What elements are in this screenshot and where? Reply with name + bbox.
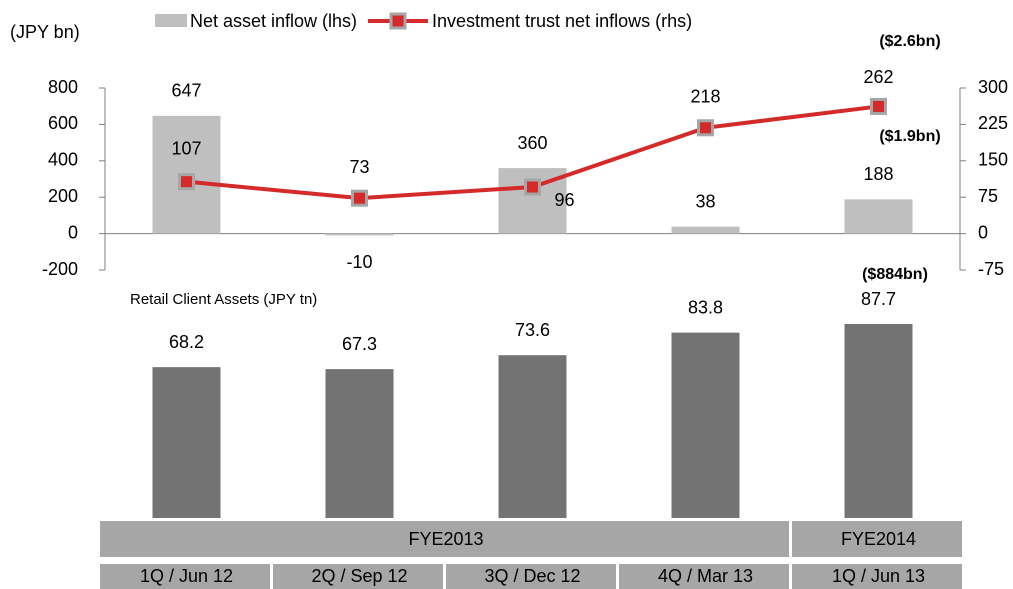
bar [671,226,740,234]
data-label: 96 [554,190,574,210]
legend-swatch [155,14,187,27]
legend-label: Investment trust net inflows (rhs) [432,11,692,31]
y2-tick-label: 0 [978,222,988,242]
y2-tick-label: -75 [978,259,1004,279]
y-tick-label: 200 [48,186,78,206]
legend-label: Net asset inflow (lhs) [190,11,357,31]
data-label: 83.8 [688,297,723,317]
chart-title: Retail Client Assets (JPY tn) [130,291,317,308]
marker [697,119,714,137]
category-cell [446,564,616,589]
y-tick-label: -200 [42,259,78,279]
y-tick-label: 600 [48,113,78,133]
group-label: FYE2014 [841,529,916,549]
data-label: 107 [171,138,201,158]
x-tick-label: 2Q / Sep 12 [311,566,407,586]
x-tick-label: 4Q / Mar 13 [658,566,753,586]
y-tick-label: 800 [48,77,78,97]
data-label: 647 [171,81,201,101]
axis-label: (JPY bn) [10,22,80,42]
marker [178,173,195,191]
x-tick-label: 3Q / Dec 12 [484,566,580,586]
data-label: 38 [695,191,715,211]
bar [671,332,740,518]
data-label: 73 [349,157,369,177]
data-label: 360 [517,133,547,153]
data-label: -10 [346,252,372,272]
bar [325,233,394,236]
x-tick-label: 1Q / Jun 12 [140,566,233,586]
y-tick-label: 0 [68,222,78,242]
y2-tick-label: 75 [978,186,998,206]
data-label: 87.7 [861,289,896,309]
group-label: FYE2013 [408,529,483,549]
y2-tick-label: 225 [978,113,1008,133]
marker [351,189,368,207]
annotation: ($2.6bn) [879,33,940,50]
bar [844,324,913,518]
x-tick-label: 1Q / Jun 13 [832,566,925,586]
bar [152,367,221,518]
marker [870,97,887,115]
data-label: 188 [863,164,893,184]
data-label: 68.2 [169,332,204,352]
marker [524,178,541,196]
data-label: 262 [863,67,893,87]
category-cell [792,564,962,589]
y2-tick-label: 150 [978,150,1008,170]
group-cell [792,521,962,557]
data-label: 73.6 [515,320,550,340]
bar [844,199,913,234]
data-label: 218 [690,87,720,107]
bar [325,369,394,518]
group-cell [100,521,789,557]
annotation: ($1.9bn) [879,128,940,145]
data-label: 67.3 [342,334,377,354]
category-cell [619,564,789,589]
category-cell [100,564,270,589]
legend-marker [389,12,407,30]
y-tick-label: 400 [48,150,78,170]
bar [498,355,567,518]
y2-tick-label: 300 [978,77,1008,97]
category-cell [273,564,443,589]
annotation: ($884bn) [862,266,928,283]
